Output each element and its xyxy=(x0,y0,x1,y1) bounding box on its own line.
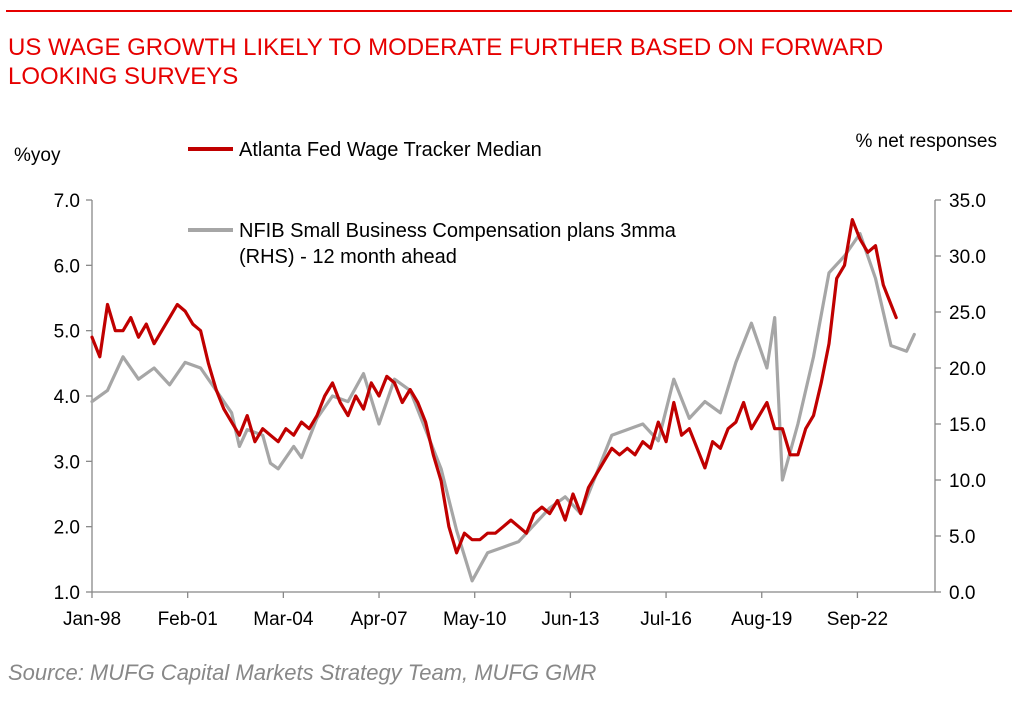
legend: Atlanta Fed Wage Tracker Median NFIB Sma… xyxy=(188,139,677,268)
right-tick-label: 25.0 xyxy=(949,303,986,324)
chart-title: US WAGE GROWTH LIKELY TO MODERATE FURTHE… xyxy=(8,34,884,90)
left-tick-label: 6.0 xyxy=(54,256,80,277)
x-tick-label: Feb-01 xyxy=(158,609,218,630)
right-axis-ticks: 0.0 5.0 10.0 15.0 20.0 25.0 30.0 35.0 xyxy=(935,191,986,604)
x-tick-label: May-10 xyxy=(443,609,506,630)
right-tick-label: 0.0 xyxy=(949,583,975,604)
left-tick-label: 1.0 xyxy=(54,583,80,604)
right-tick-label: 20.0 xyxy=(949,359,986,380)
left-tick-label: 7.0 xyxy=(54,191,80,212)
legend-nfib-label: NFIB Small Business Compensation plans 3… xyxy=(239,220,677,242)
left-axis-label: %yoy xyxy=(14,145,61,166)
x-tick-label: Jun-13 xyxy=(541,609,599,630)
x-tick-label: Mar-04 xyxy=(253,609,314,630)
right-tick-label: 5.0 xyxy=(949,527,975,548)
x-tick-label: Jul-16 xyxy=(640,609,692,630)
left-tick-label: 5.0 xyxy=(54,322,80,343)
x-tick-label: Sep-22 xyxy=(827,609,888,630)
source-note: Source: MUFG Capital Markets Strategy Te… xyxy=(8,660,597,685)
x-axis-ticks: Jan-98 Feb-01 Mar-04 Apr-07 May-10 Jun-13 Jul-… xyxy=(63,592,888,630)
left-axis-ticks: 1.0 2.0 3.0 4.0 5.0 6.0 7.0 xyxy=(54,191,92,604)
atlanta-fed-series-line xyxy=(90,218,898,555)
legend-nfib-label-line2: (RHS) - 12 month ahead xyxy=(239,246,457,268)
right-axis-label: % net responses xyxy=(855,131,997,152)
right-tick-label: 10.0 xyxy=(949,471,986,492)
x-tick-label: Aug-19 xyxy=(731,609,792,630)
right-tick-label: 15.0 xyxy=(949,415,986,436)
title-rule xyxy=(6,10,1012,12)
x-tick-label: Apr-07 xyxy=(351,609,408,630)
left-tick-label: 3.0 xyxy=(54,452,80,473)
legend-atlanta-label: Atlanta Fed Wage Tracker Median xyxy=(239,139,542,161)
left-tick-label: 2.0 xyxy=(54,518,80,539)
left-tick-label: 4.0 xyxy=(54,387,80,408)
right-tick-label: 35.0 xyxy=(949,191,986,212)
series-lines xyxy=(90,218,916,583)
right-tick-label: 30.0 xyxy=(949,247,986,268)
x-tick-label: Jan-98 xyxy=(63,609,121,630)
nfib-series-line xyxy=(90,232,916,583)
